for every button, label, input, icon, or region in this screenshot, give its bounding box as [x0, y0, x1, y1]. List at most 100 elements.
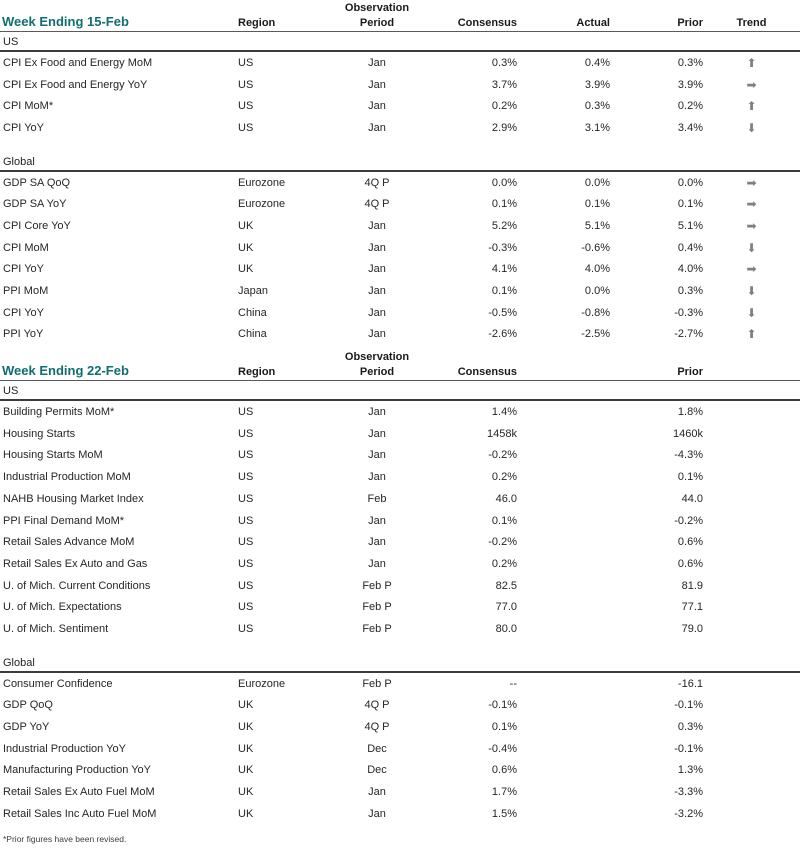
period-cell: Jan — [368, 241, 386, 254]
period-cell: Jan — [368, 406, 386, 419]
table-body: US Building Permits MoM* US Jan 1.4% 1.8% Hous… — [0, 381, 800, 824]
period-cell: Jan — [368, 328, 386, 341]
region-cell: US — [238, 536, 254, 549]
prior-cell: -4.3% — [674, 449, 703, 462]
indicator-cell: CPI YoY — [3, 263, 44, 276]
region-cell: Eurozone — [238, 176, 286, 189]
observation-header-row: Observation — [0, 349, 800, 363]
consensus-cell: 1.5% — [491, 807, 517, 820]
table-row: Housing Starts US Jan 1458k 1460k — [0, 423, 800, 445]
actual-cell: 0.0% — [584, 285, 610, 298]
region-cell: UK — [238, 764, 254, 777]
section-header-us: US — [0, 32, 800, 52]
prior-cell: -2.7% — [674, 328, 703, 341]
prior-cell: 4.0% — [677, 263, 703, 276]
period-cell: 4Q P — [364, 721, 390, 734]
table-row: GDP YoY UK 4Q P 0.1% 0.3% — [0, 716, 800, 738]
table-row: Manufacturing Production YoY UK Dec 0.6% 1.3… — [0, 760, 800, 782]
period-cell: 4Q P — [364, 176, 390, 189]
consensus-cell: 0.6% — [491, 764, 517, 777]
prior-cell: 0.3% — [677, 721, 703, 734]
trend-down-icon: ⬇ — [746, 240, 757, 255]
prior-cell: 77.1 — [681, 601, 703, 614]
indicator-cell: Manufacturing Production YoY — [3, 764, 151, 777]
period-cell: Feb P — [362, 601, 392, 614]
table-row: Industrial Production YoY UK Dec -0.4% -0.1% — [0, 738, 800, 760]
trend-flat-icon: ➡ — [746, 218, 757, 233]
prior-cell: 0.6% — [677, 557, 703, 570]
indicator-cell: Consumer Confidence — [3, 677, 113, 690]
week-table-22feb: Observation Week Ending 22-Feb Region Pe… — [0, 349, 800, 824]
table-row: Housing Starts MoM US Jan -0.2% -4.3% — [0, 445, 800, 467]
region-cell: China — [238, 328, 267, 341]
period-cell: Feb — [367, 492, 387, 505]
table-title: Week Ending 15-Feb — [2, 14, 129, 29]
consensus-cell: 77.0 — [495, 601, 517, 614]
indicator-cell: GDP YoY — [3, 721, 50, 734]
actual-cell: -2.5% — [581, 328, 610, 341]
region-cell: US — [238, 121, 254, 134]
table-row: CPI MoM UK Jan -0.3% -0.6% 0.4% ⬇ — [0, 237, 800, 259]
consensus-cell: -2.6% — [488, 328, 517, 341]
region-cell: UK — [238, 241, 254, 254]
prior-cell: 0.6% — [677, 536, 703, 549]
indicator-cell: CPI YoY — [3, 306, 44, 319]
trend-flat-icon: ➡ — [746, 77, 757, 92]
indicator-cell: NAHB Housing Market Index — [3, 492, 144, 505]
region-cell: China — [238, 306, 267, 319]
prior-cell: 1.3% — [677, 764, 703, 777]
table-row: Retail Sales Inc Auto Fuel MoM UK Jan 1.5% -… — [0, 803, 800, 825]
column-header-period: Period — [359, 17, 395, 29]
table-body: US CPI Ex Food and Energy MoM US Jan 0.3% 0.4… — [0, 32, 800, 345]
consensus-cell: 0.1% — [491, 285, 517, 298]
region-cell: US — [238, 427, 254, 440]
region-cell: US — [238, 601, 254, 614]
region-cell: US — [238, 100, 254, 113]
prior-cell: 0.2% — [677, 100, 703, 113]
consensus-cell: -0.4% — [488, 742, 517, 755]
table-row: U. of Mich. Expectations US Feb P 77.0 77.1 — [0, 596, 800, 618]
table-row: PPI MoM Japan Jan 0.1% 0.0% 0.3% ⬇ — [0, 280, 800, 302]
consensus-cell: 1458k — [487, 427, 517, 440]
consensus-cell: 46.0 — [495, 492, 517, 505]
section-header-global: Global — [0, 152, 800, 172]
actual-cell: 5.1% — [584, 219, 610, 232]
consensus-cell: 0.1% — [491, 514, 517, 527]
actual-cell: 0.4% — [584, 56, 610, 69]
indicator-cell: Retail Sales Advance MoM — [3, 536, 135, 549]
indicator-cell: GDP QoQ — [3, 699, 53, 712]
period-cell: Jan — [368, 306, 386, 319]
prior-cell: -0.1% — [674, 699, 703, 712]
table-row: CPI YoY UK Jan 4.1% 4.0% 4.0% ➡ — [0, 259, 800, 281]
trend-down-icon: ⬇ — [746, 284, 757, 299]
prior-cell: 0.3% — [677, 56, 703, 69]
prior-cell: 0.1% — [677, 471, 703, 484]
indicator-cell: PPI Final Demand MoM* — [3, 514, 125, 527]
consensus-cell: 0.1% — [491, 721, 517, 734]
region-cell: UK — [238, 742, 254, 755]
consensus-cell: 0.3% — [491, 56, 517, 69]
consensus-cell: -- — [509, 677, 517, 690]
period-cell: Jan — [368, 807, 386, 820]
actual-cell: -0.6% — [581, 241, 610, 254]
prior-cell: 81.9 — [681, 579, 703, 592]
trend-up-icon: ⬆ — [746, 99, 757, 114]
column-header-trend: Trend — [736, 17, 767, 29]
table-row: CPI MoM* US Jan 0.2% 0.3% 0.2% ⬆ — [0, 95, 800, 117]
table-row: Building Permits MoM* US Jan 1.4% 1.8% — [0, 401, 800, 423]
indicator-cell: CPI MoM* — [3, 100, 54, 113]
actual-cell: 0.1% — [584, 198, 610, 211]
table-row: NAHB Housing Market Index US Feb 46.0 44.0 — [0, 488, 800, 510]
prior-cell: 79.0 — [681, 622, 703, 635]
region-cell: UK — [238, 786, 254, 799]
prior-cell: -3.2% — [674, 807, 703, 820]
period-cell: Feb P — [362, 677, 392, 690]
region-cell: US — [238, 514, 254, 527]
section-header-global: Global — [0, 653, 800, 673]
region-cell: UK — [238, 219, 254, 232]
indicator-cell: Retail Sales Inc Auto Fuel MoM — [3, 807, 157, 820]
indicator-cell: U. of Mich. Current Conditions — [3, 579, 151, 592]
region-cell: US — [238, 579, 254, 592]
footnote: *Prior figures have been revised. — [3, 833, 127, 844]
consensus-cell: -0.5% — [488, 306, 517, 319]
